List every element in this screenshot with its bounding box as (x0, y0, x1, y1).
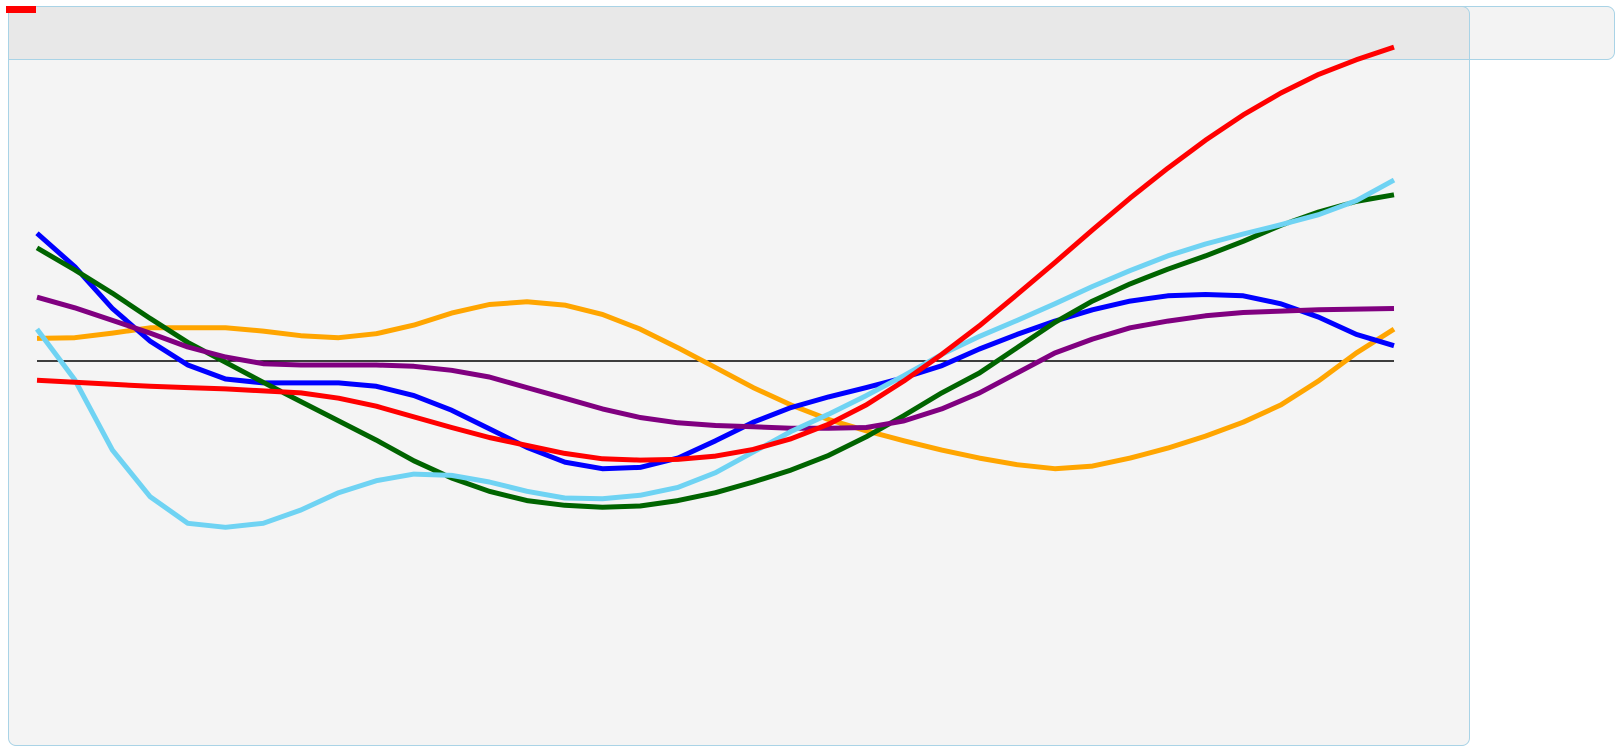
series-line-6 (36, 44, 1395, 463)
series-line-3 (35, 192, 1395, 510)
series-line-1 (36, 299, 1396, 472)
series-group (34, 44, 1396, 530)
panel-header (8, 6, 1470, 60)
series-line-4 (36, 294, 1395, 431)
series-line-2 (35, 231, 1395, 472)
close-marker[interactable] (6, 6, 36, 13)
series-line-5 (34, 177, 1396, 530)
